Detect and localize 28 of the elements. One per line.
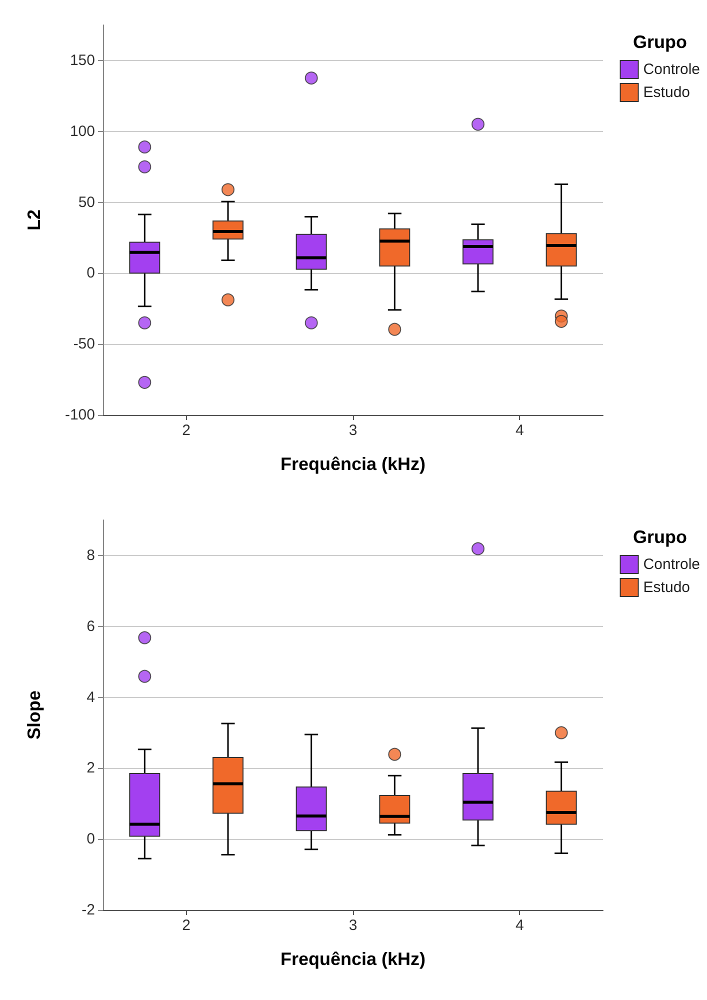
y-tick-label: 8 <box>86 546 95 564</box>
y-tick-label: 2 <box>86 760 95 777</box>
legend-label: Estudo <box>643 84 690 101</box>
legend-title: Grupo <box>633 32 688 52</box>
x-axis-title: Frequência (kHz) <box>280 949 426 969</box>
x-tick-label: 3 <box>348 917 358 934</box>
y-tick-label: 150 <box>70 52 95 69</box>
y-axis-title: L2 <box>24 209 44 231</box>
y-axis-title: Slope <box>24 690 44 740</box>
y-tick-label: 0 <box>86 830 95 848</box>
y-tick-label: 4 <box>86 688 95 706</box>
x-tick-label: 4 <box>515 422 524 439</box>
x-tick-label: 4 <box>515 917 524 934</box>
y-tick-label: -100 <box>64 406 95 424</box>
y-tick-label: 100 <box>70 122 95 140</box>
legend-label: Controle <box>643 556 700 573</box>
y-tick-label: 50 <box>78 194 95 211</box>
legend-label: Controle <box>643 61 700 78</box>
y-tick-label: -2 <box>82 902 95 918</box>
x-tick-label: 3 <box>348 422 358 439</box>
x-tick-label: 2 <box>182 422 191 439</box>
y-tick-label: 6 <box>86 618 95 635</box>
legend-title: Grupo <box>633 527 688 547</box>
y-tick-label: 0 <box>86 264 95 282</box>
y-tick-label: -50 <box>73 336 95 353</box>
legend-label: Estudo <box>643 579 690 596</box>
x-tick-label: 2 <box>182 917 191 934</box>
x-axis-title: Frequência (kHz) <box>280 454 426 474</box>
